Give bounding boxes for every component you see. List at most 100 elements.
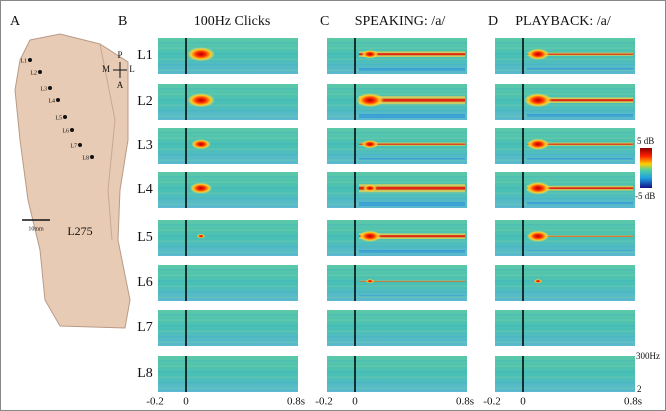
texture [158, 320, 298, 322]
texture [495, 382, 635, 384]
row-label: L4 [137, 182, 153, 197]
texture [158, 280, 298, 282]
texture [495, 291, 635, 293]
time-tick: 0 [520, 396, 526, 408]
onset-response [359, 231, 381, 242]
texture [327, 94, 467, 96]
texture [327, 105, 467, 107]
texture [327, 176, 467, 178]
texture [327, 360, 467, 362]
texture [158, 59, 298, 61]
electrode-label: L3 [40, 86, 47, 92]
texture [495, 314, 635, 316]
texture [495, 325, 635, 327]
onset-response [524, 93, 552, 107]
texture [158, 291, 298, 293]
texture [158, 342, 298, 344]
texture [158, 297, 298, 299]
texture [158, 154, 298, 156]
freq-top: 300Hz [636, 351, 660, 361]
texture [327, 230, 467, 232]
texture [327, 314, 467, 316]
onset-response [527, 231, 549, 242]
texture [158, 94, 298, 96]
time-tick: -0.2 [315, 396, 332, 408]
electrode [48, 86, 52, 90]
texture [158, 110, 298, 112]
orientation-label: P [117, 50, 122, 60]
time-tick: -0.2 [146, 396, 163, 408]
orientation-label: L [129, 64, 135, 74]
colorbar-min: -5 dB [635, 191, 655, 201]
texture [327, 48, 467, 50]
row-label: L7 [137, 320, 153, 335]
electrode-label: L2 [30, 70, 37, 76]
texture [495, 138, 635, 140]
panel-label: B [118, 14, 127, 29]
electrode-label: L8 [82, 155, 89, 161]
texture [327, 371, 467, 373]
suppression [527, 68, 633, 70]
texture [158, 42, 298, 44]
texture [495, 252, 635, 254]
texture [495, 297, 635, 299]
panel-title: SPEAKING: /a/ [355, 14, 446, 29]
texture [495, 388, 635, 390]
texture [327, 275, 467, 277]
suppression [359, 202, 465, 206]
onset-response [187, 93, 215, 107]
onset-response [527, 139, 549, 150]
colorbar [640, 148, 652, 188]
texture [327, 331, 467, 333]
panel-title: 100Hz Clicks [194, 14, 271, 29]
suppression [527, 114, 633, 117]
orientation-label: A [117, 80, 124, 90]
electrode [78, 143, 82, 147]
texture [158, 377, 298, 379]
time-tick: 0.8s [287, 396, 305, 408]
panel-label: D [488, 14, 498, 29]
onset-response [527, 49, 549, 60]
electrode-label: L5 [55, 115, 62, 121]
texture [327, 149, 467, 151]
electrode-label: L6 [62, 128, 69, 134]
onset-response [363, 185, 377, 192]
electrode [90, 155, 94, 159]
texture [327, 291, 467, 293]
texture [495, 286, 635, 288]
texture [495, 336, 635, 338]
time-tick: 0 [352, 396, 358, 408]
texture [495, 105, 635, 107]
texture [158, 388, 298, 390]
onset-response [197, 234, 205, 238]
figure: A P M L A 10mm L275 B100Hz ClicksL1L2L3L… [0, 0, 666, 411]
orientation-label: M [102, 64, 110, 74]
texture [327, 59, 467, 61]
texture [327, 269, 467, 271]
texture [495, 241, 635, 243]
texture [327, 320, 467, 322]
texture [158, 187, 298, 189]
texture [158, 286, 298, 288]
texture [327, 64, 467, 66]
texture [495, 224, 635, 226]
onset-response [366, 279, 374, 283]
texture [495, 366, 635, 368]
texture [158, 230, 298, 232]
suppression [359, 68, 465, 71]
electrode-label: L7 [70, 143, 77, 149]
panel-label: A [10, 14, 21, 29]
texture [495, 94, 635, 96]
texture [158, 336, 298, 338]
texture [495, 331, 635, 333]
time-tick: 0.8s [624, 396, 642, 408]
texture [158, 88, 298, 90]
texture [158, 143, 298, 145]
texture [158, 64, 298, 66]
time-tick: 0 [183, 396, 189, 408]
onset-response [190, 183, 212, 194]
electrode [56, 98, 60, 102]
texture [158, 246, 298, 248]
texture [327, 154, 467, 156]
electrode [70, 128, 74, 132]
